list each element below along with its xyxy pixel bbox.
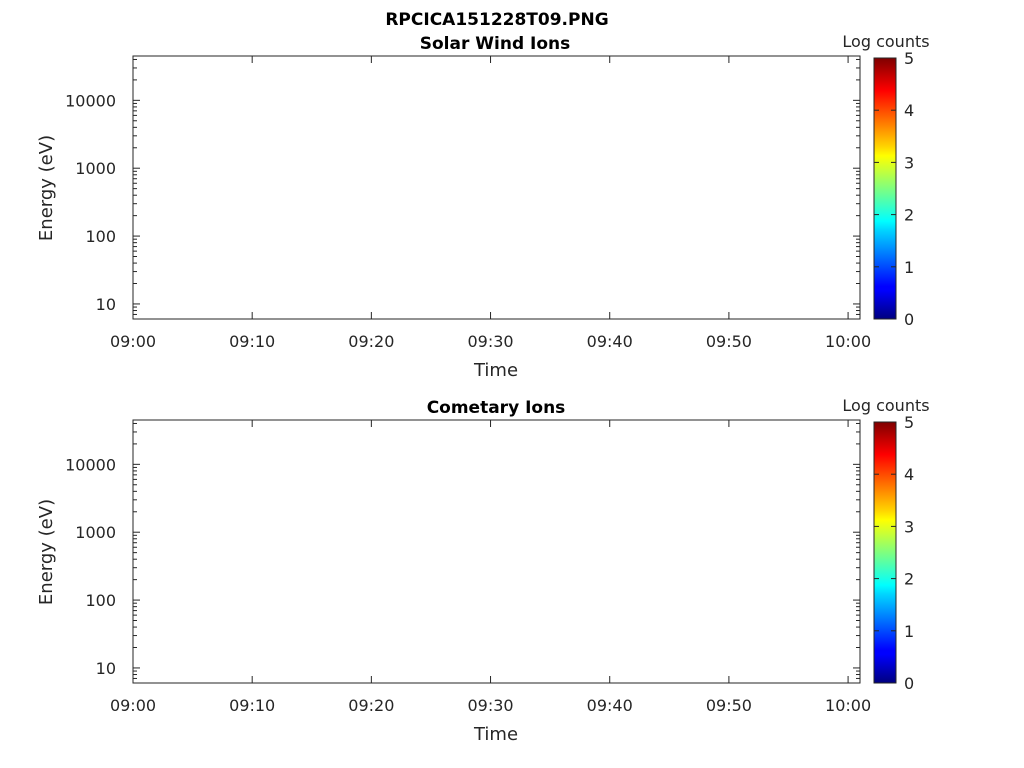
colorbar-gradient <box>873 421 897 684</box>
x-tick-label: 09:40 <box>587 332 633 351</box>
y-axis-label: Energy (eV) <box>36 499 57 605</box>
colorbar-tick-label: 4 <box>904 465 914 484</box>
colorbar-tick-label: 0 <box>904 674 914 693</box>
panel-cometary: Cometary Ions 09:00 09:10 09:20 09:30 09:40 0… <box>36 396 930 745</box>
x-tick-label: 09:10 <box>229 332 275 351</box>
x-tick-label: 09:20 <box>348 696 394 715</box>
x-tick-label: 09:50 <box>706 696 752 715</box>
x-tick-label: 09:30 <box>467 332 513 351</box>
y-tick-label: 100 <box>85 227 116 246</box>
colorbar: 0 1 2 3 4 5 Log counts <box>842 32 929 329</box>
colorbar-tick-label: 1 <box>904 258 914 277</box>
panel-title: Solar Wind Ions <box>420 34 571 54</box>
plot-frame <box>132 55 861 320</box>
x-tick-label: 09:50 <box>706 332 752 351</box>
y-axis-label: Energy (eV) <box>36 135 57 241</box>
colorbar-tick-label: 5 <box>904 413 914 432</box>
colorbar-tick-label: 4 <box>904 101 914 120</box>
colorbar-tick-label: 3 <box>904 153 914 172</box>
y-tick-label: 10000 <box>65 455 116 474</box>
colorbar-tick-label: 2 <box>904 570 914 589</box>
colorbar: 0 1 2 3 4 5 Log counts <box>842 396 929 693</box>
colorbar-gradient <box>873 57 897 320</box>
plot-frame <box>132 419 861 684</box>
x-tick-label: 09:40 <box>587 696 633 715</box>
x-tick-label: 09:30 <box>467 696 513 715</box>
colorbar-tick-label: 1 <box>904 622 914 641</box>
colorbar-tick-label: 2 <box>904 206 914 225</box>
y-tick-label: 10 <box>96 659 116 678</box>
colorbar-ticks: 0 1 2 3 4 5 <box>874 413 914 693</box>
x-tick-label: 09:20 <box>348 332 394 351</box>
colorbar-label: Log counts <box>842 32 929 51</box>
x-tick-label: 10:00 <box>825 332 871 351</box>
colorbar-tick-label: 5 <box>904 49 914 68</box>
x-tick-label: 09:10 <box>229 696 275 715</box>
colorbar-ticks: 0 1 2 3 4 5 <box>874 49 914 329</box>
panel-solar-wind: Solar Wind Ions 09:00 09:10 09:20 09:30 09:4… <box>36 32 930 381</box>
x-axis-label: Time <box>473 724 518 745</box>
y-tick-label: 1000 <box>75 523 116 542</box>
y-tick-label: 10 <box>96 295 116 314</box>
x-axis-ticks: 09:00 09:10 09:20 09:30 09:40 09:50 10:00 <box>110 420 871 715</box>
y-axis-ticks: 10 100 1000 10000 <box>65 58 860 320</box>
panel-title: Cometary Ions <box>427 398 566 418</box>
colorbar-tick-label: 0 <box>904 310 914 329</box>
figure-title: RPCICA151228T09.PNG <box>385 10 608 30</box>
y-tick-label: 100 <box>85 591 116 610</box>
y-tick-label: 10000 <box>65 91 116 110</box>
x-tick-label: 09:00 <box>110 696 156 715</box>
y-axis-ticks: 10 100 1000 10000 <box>65 422 860 684</box>
colorbar-tick-label: 3 <box>904 517 914 536</box>
x-axis-label: Time <box>473 360 518 381</box>
colorbar-label: Log counts <box>842 396 929 415</box>
x-axis-ticks: 09:00 09:10 09:20 09:30 09:40 09:50 10:00 <box>110 56 871 351</box>
x-tick-label: 09:00 <box>110 332 156 351</box>
y-tick-label: 1000 <box>75 159 116 178</box>
x-tick-label: 10:00 <box>825 696 871 715</box>
